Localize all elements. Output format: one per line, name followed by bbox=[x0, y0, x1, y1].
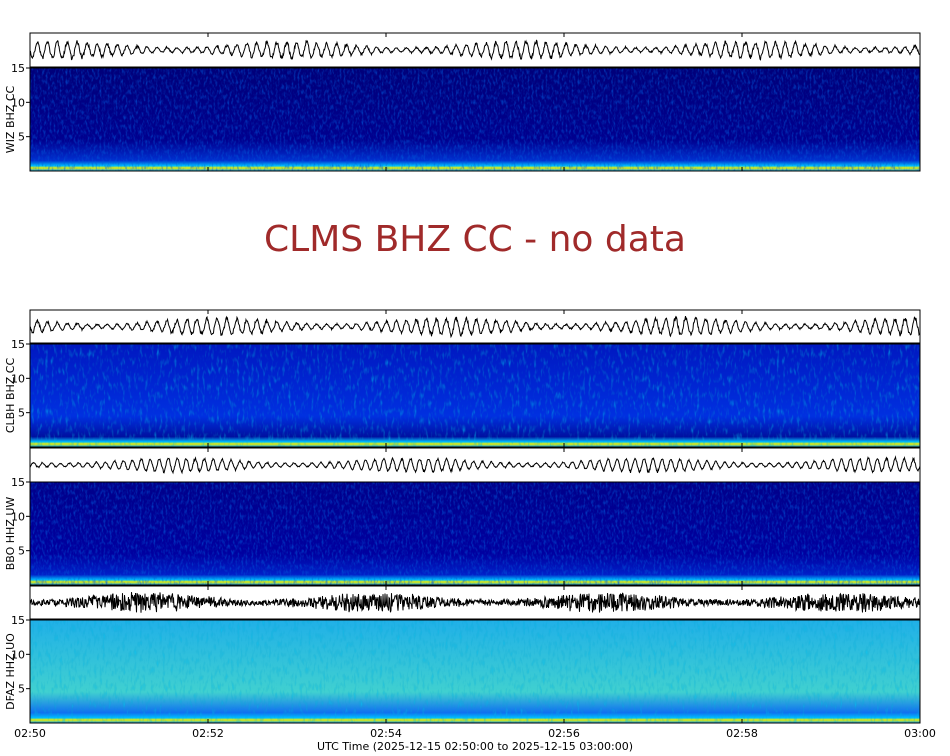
spectrogram-texture bbox=[30, 620, 920, 723]
no-data-message: CLMS BHZ CC - no data bbox=[264, 219, 686, 260]
spectrogram-texture bbox=[30, 68, 920, 171]
spectrogram-frame bbox=[29, 481, 921, 586]
x-tick-label: 03:00 bbox=[904, 727, 936, 740]
x-tick-label: 02:54 bbox=[370, 727, 402, 740]
waveform-frame bbox=[29, 309, 921, 344]
y-tick-label: 5 bbox=[18, 131, 25, 144]
y-tick-label: 10 bbox=[11, 648, 25, 661]
station-label: DFAZ HHZ UO bbox=[4, 633, 17, 710]
y-tick-label: 15 bbox=[11, 62, 25, 75]
waveform bbox=[29, 315, 921, 339]
station-label: WIZ BHZ CC bbox=[4, 86, 17, 154]
station-label: BBO HHZ UW bbox=[4, 497, 17, 571]
station-label: CLBH BHZ CC bbox=[4, 358, 17, 434]
y-tick-label: 15 bbox=[11, 614, 25, 627]
x-axis-label: UTC Time (2025-12-15 02:50:00 to 2025-12… bbox=[317, 740, 633, 753]
waveform bbox=[29, 592, 921, 613]
waveform bbox=[29, 39, 921, 61]
y-tick-label: 15 bbox=[11, 476, 25, 489]
x-tick-label: 02:50 bbox=[14, 727, 46, 740]
y-tick-label: 5 bbox=[18, 407, 25, 420]
spectrogram-frame bbox=[29, 619, 921, 724]
waveform-frame bbox=[29, 32, 921, 68]
x-tick-label: 02:58 bbox=[726, 727, 758, 740]
y-tick-label: 10 bbox=[11, 510, 25, 523]
waveform bbox=[29, 455, 921, 475]
y-tick-label: 10 bbox=[11, 372, 25, 385]
y-tick-label: 10 bbox=[11, 96, 25, 109]
x-tick-label: 02:56 bbox=[548, 727, 580, 740]
waveform-frame bbox=[29, 447, 921, 483]
y-tick-label: 15 bbox=[11, 338, 25, 351]
spectrogram-texture bbox=[30, 482, 920, 585]
y-tick-label: 5 bbox=[18, 683, 25, 696]
spectrogram-texture bbox=[30, 344, 920, 447]
x-tick-label: 02:52 bbox=[192, 727, 224, 740]
spectrogram-frame bbox=[29, 67, 921, 172]
spectrogram-frame bbox=[29, 343, 921, 448]
y-tick-label: 5 bbox=[18, 545, 25, 558]
